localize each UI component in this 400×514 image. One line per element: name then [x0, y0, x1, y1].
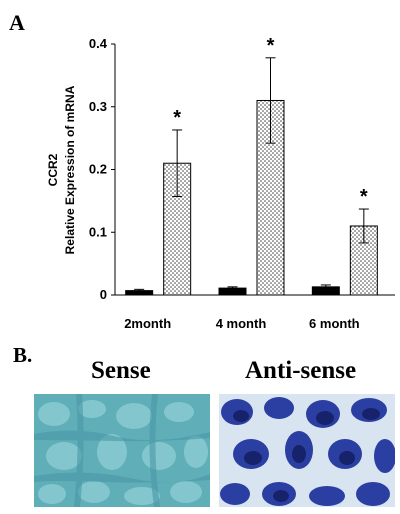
y-tick-label: 0.2: [89, 162, 107, 177]
significance-star: *: [267, 35, 275, 57]
y-tick-label: 0.4: [89, 36, 108, 51]
y-tick-label: 0.3: [89, 99, 107, 114]
y-tick-label: 0.1: [89, 224, 107, 239]
antisense-title: Anti-sense: [245, 357, 357, 384]
panel-b-label: B.: [13, 343, 33, 367]
antisense-micrograph: [219, 394, 395, 507]
panel-a-label: A: [9, 10, 25, 35]
bar-chart: CCR2 Relative Expression of mRNA 0 0.1 0.2 0…: [46, 35, 395, 331]
significance-star: *: [173, 107, 181, 129]
y-tick-label: 0: [100, 287, 107, 302]
x-tick-label: 4 month: [216, 316, 267, 331]
y-axis-label-line2: Relative Expression of mRNA: [63, 85, 77, 254]
sense-title: Sense: [91, 357, 151, 384]
y-axis-label-line1: CCR2: [46, 153, 60, 186]
sense-micrograph: [34, 394, 210, 507]
x-tick-label: 6 month: [309, 316, 360, 331]
significance-star: *: [360, 186, 368, 208]
x-tick-label: 2month: [124, 316, 171, 331]
